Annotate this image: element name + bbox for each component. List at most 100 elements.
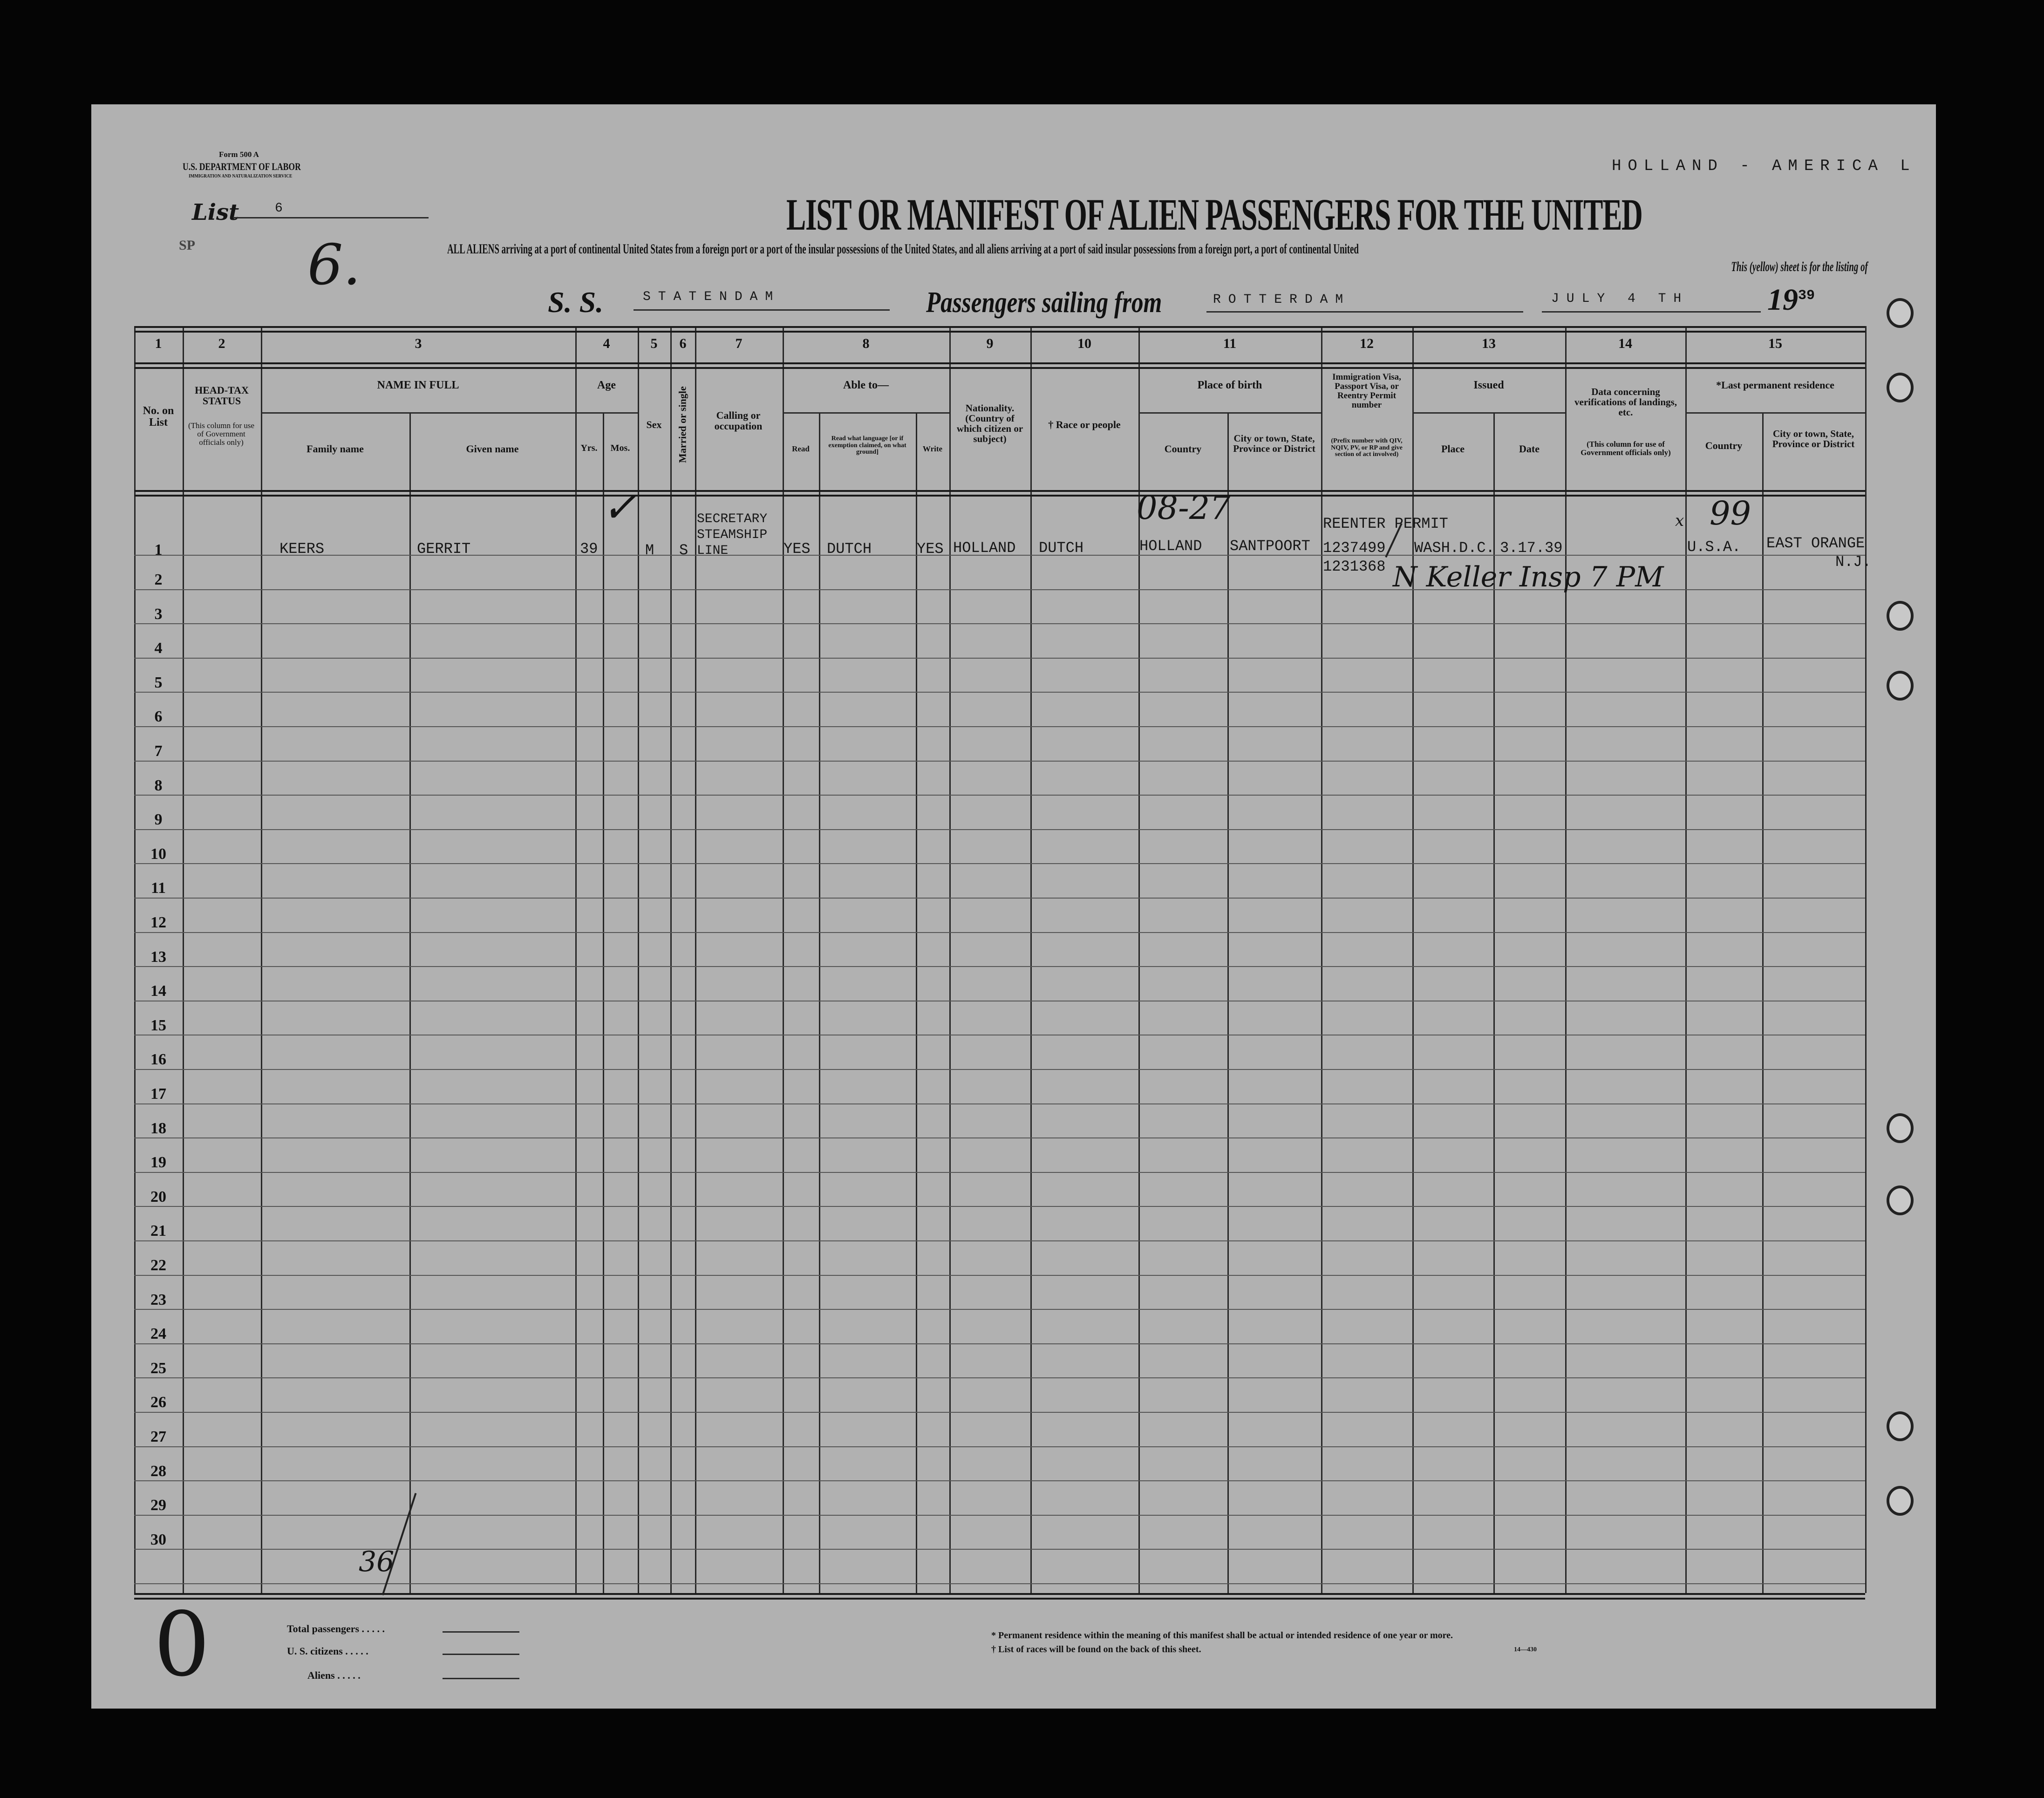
row-number: 16 [150, 1051, 166, 1069]
row-rule [134, 1412, 1865, 1413]
header-write: Write [922, 444, 943, 453]
issued-place: WASH.D.C. [1414, 539, 1495, 557]
aliens-line [443, 1678, 519, 1679]
row-rule [134, 1549, 1865, 1550]
header-married: Married or single [676, 386, 688, 463]
form-code: 14—430 [1514, 1646, 1537, 1653]
given-name: GERRIT [417, 540, 471, 558]
row-number: 15 [150, 1016, 166, 1034]
header-mos: Mos. [610, 443, 630, 453]
column-divider [783, 326, 784, 1593]
total-passengers-text: Total passengers [287, 1623, 360, 1635]
column-divider [134, 326, 136, 1593]
row-rule [134, 1069, 1865, 1070]
header-issued: Issued [1473, 379, 1504, 391]
row-number: 7 [154, 742, 163, 760]
year-prefix: 19 [1767, 283, 1798, 317]
header-age: Age [597, 379, 616, 391]
subcolumn-divider [1493, 412, 1495, 1593]
subcolumn-divider [603, 412, 604, 1593]
row-number: 26 [150, 1394, 166, 1411]
port-underline [1206, 311, 1523, 313]
column-divider [1138, 326, 1140, 1593]
row-number: 17 [150, 1085, 166, 1103]
row-rule [134, 589, 1865, 590]
column-number: 9 [986, 336, 994, 351]
column-number: 1 [155, 336, 162, 351]
sp-mark: SP [179, 238, 196, 253]
header-verification-note: (This column for use of Government offic… [1581, 440, 1671, 457]
binder-hole-icon [1887, 373, 1914, 402]
row-number: 22 [150, 1257, 166, 1274]
date-underline [1542, 311, 1761, 313]
double-rule [134, 1593, 1865, 1600]
us-citizens-text: U. S. citizens [287, 1645, 343, 1657]
header-nationality: Nationality. (Country of which citizen o… [956, 402, 1023, 445]
language: DUTCH [827, 540, 872, 558]
us-citizens-line [443, 1654, 519, 1655]
occupation-2: STEAMSHIP [697, 528, 768, 542]
row-rule [134, 829, 1865, 830]
column-number: 4 [603, 336, 610, 351]
row-number: 29 [150, 1497, 166, 1514]
column-divider [1865, 326, 1867, 1593]
row-number: 19 [150, 1154, 166, 1171]
column-divider [261, 326, 262, 1593]
column-number: 10 [1077, 336, 1091, 351]
list-underline [233, 217, 429, 218]
row-number: 3 [154, 605, 163, 623]
race: DUTCH [1039, 539, 1084, 557]
company-stamp: HOLLAND - AMERICA L [1612, 157, 1916, 175]
occupation-1: SECRETARY [697, 512, 768, 526]
row-rule [134, 1171, 1865, 1173]
column-number: 3 [415, 336, 422, 351]
issued-date: 3.17.39 [1500, 539, 1563, 557]
row-rule [134, 1309, 1865, 1310]
us-citizens-label: U. S. citizens . . . . . [287, 1645, 368, 1657]
sex: M [645, 542, 654, 559]
row-rule [134, 1137, 1865, 1139]
page-title: LIST OR MANIFEST OF ALIEN PASSENGERS FOR… [786, 190, 1643, 239]
row-number: 10 [150, 845, 166, 863]
header-verification: Data concerning verifications of landing… [1574, 386, 1677, 418]
married-single: S [679, 542, 688, 559]
subheader-rule [783, 412, 949, 414]
row-rule [134, 1274, 1865, 1276]
check-mark: ✓ [602, 483, 637, 532]
row-number: 4 [154, 640, 163, 657]
dots: . . . . . [361, 1623, 385, 1635]
service: IMMIGRATION AND NATURALIZATION SERVICE [189, 173, 293, 179]
sailing-label: Passengers sailing from [926, 286, 1162, 319]
row-rule [134, 1377, 1865, 1379]
row-rule [134, 657, 1865, 659]
sheet-note: This (yellow) sheet is for the listing o… [1731, 259, 1868, 274]
ss-label: S. S. [548, 286, 604, 319]
header-birth-country: Country [1164, 443, 1202, 455]
row-rule [134, 1240, 1865, 1241]
row-number: 20 [150, 1188, 166, 1205]
header-sex: Sex [646, 419, 662, 430]
column-divider [949, 326, 951, 1593]
binder-hole-icon [1887, 671, 1914, 701]
row-number: 18 [150, 1119, 166, 1137]
row-number: 1 [154, 541, 163, 558]
residence-city: EAST ORANGE [1766, 535, 1865, 552]
subcolumn-divider [409, 412, 411, 1593]
subcolumn-divider [916, 412, 917, 1593]
header-family-name: Family name [307, 443, 364, 455]
double-rule [134, 362, 1865, 369]
header-place-of-birth: Place of birth [1197, 379, 1262, 391]
row-number: 25 [150, 1359, 166, 1377]
header-res-city: City or town, State, Province or Distric… [1772, 428, 1855, 450]
footnote-races: † List of races will be found on the bac… [991, 1644, 1201, 1655]
binder-hole-icon [1887, 1113, 1914, 1143]
column-divider [695, 326, 696, 1593]
row-rule [134, 1446, 1865, 1447]
aliens-label: Aliens . . . . . [307, 1669, 361, 1682]
column-number: 15 [1768, 336, 1782, 351]
row-number: 9 [154, 811, 163, 829]
row-number: 21 [150, 1222, 166, 1240]
handwritten-zero: 0 [154, 1593, 210, 1696]
column-number: 13 [1482, 336, 1496, 351]
subheader-rule [1138, 412, 1321, 414]
